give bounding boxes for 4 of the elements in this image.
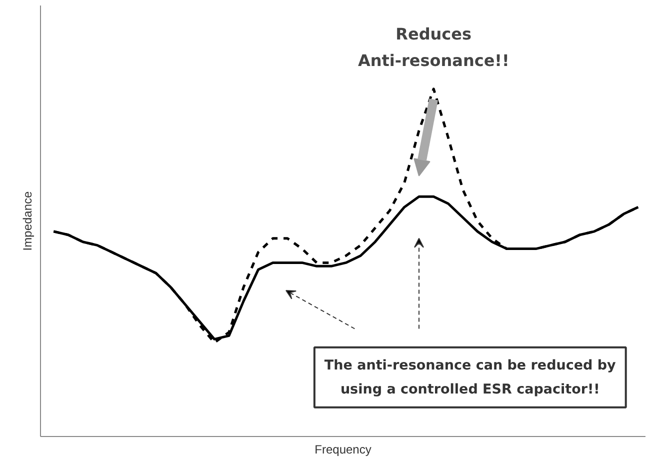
y-axis-title: Impedance [20, 190, 34, 251]
text: Reduces Anti-resonance!! [358, 24, 510, 70]
annotation: The anti-resonance can be reduced by using a controlled ESR capacitor!! [324, 357, 616, 398]
x-axis-title: Frequency [314, 442, 372, 456]
